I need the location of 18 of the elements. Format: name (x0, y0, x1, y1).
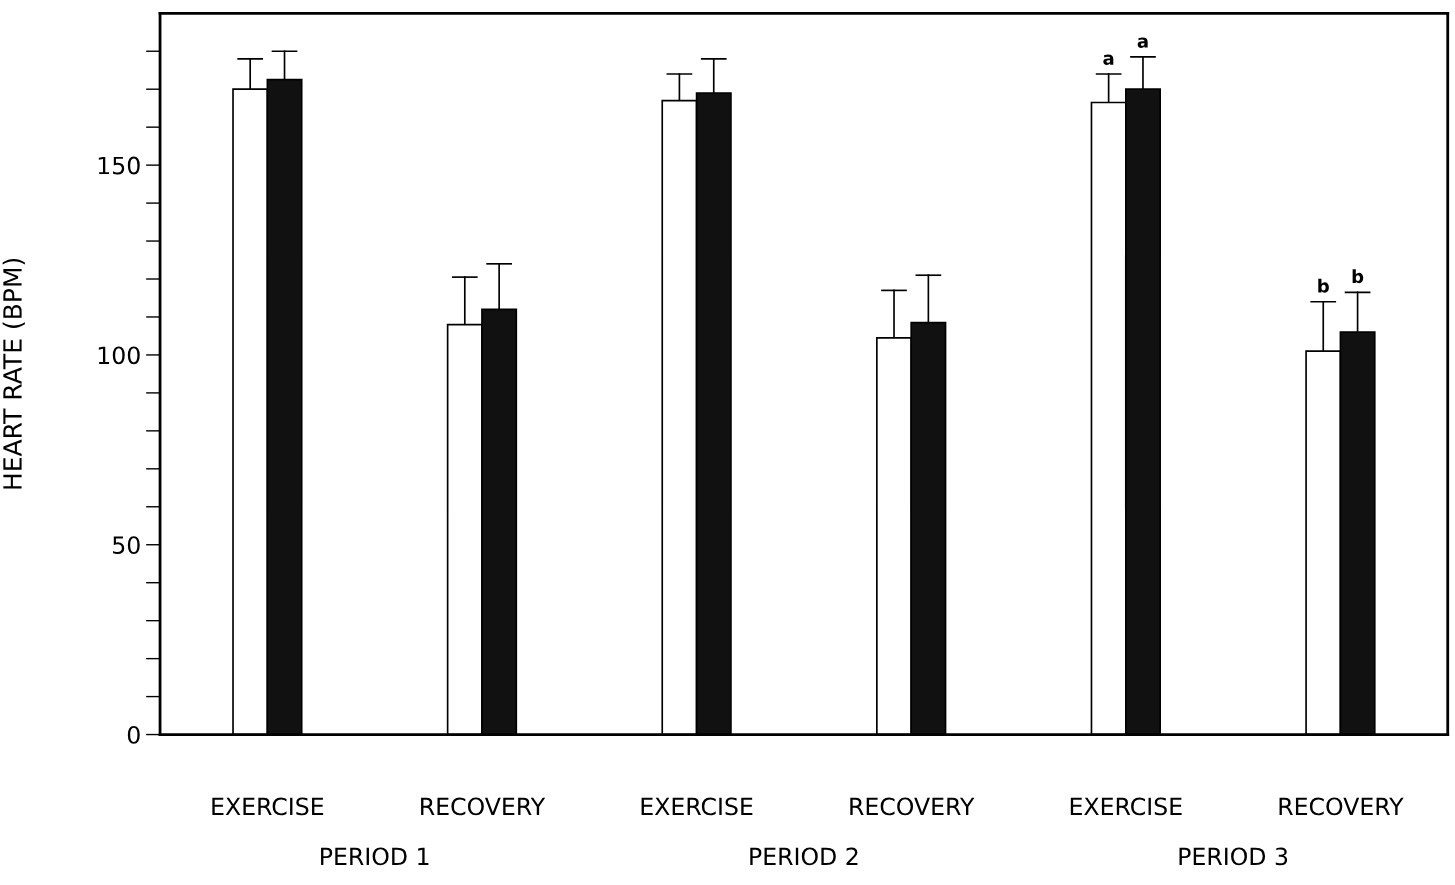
annotation: b (1318, 278, 1329, 293)
x-tick-label: RECOVERY (850, 797, 975, 816)
y-tick-label: 50 (113, 536, 140, 555)
annotation: a (1137, 37, 1148, 48)
text: PERIOD 3 (1179, 847, 1288, 866)
x-tick-label: EXERCISE (1070, 797, 1182, 816)
x-tick-label: RECOVERY (421, 797, 546, 816)
y-tick-label: 100 (98, 346, 140, 365)
y-axis-title: HEART RATE (BPM) (2, 258, 25, 489)
y-tick-label: 0 (127, 726, 140, 744)
x-tick-label: RECOVERY (1279, 797, 1404, 816)
annotation: a (1103, 54, 1114, 65)
text: PERIOD 2 (750, 847, 858, 866)
annotation: b (1352, 269, 1364, 284)
x-tick-label: EXERCISE (641, 797, 753, 816)
y-tick-label: 150 (98, 156, 140, 175)
text: PERIOD 1 (321, 847, 429, 866)
x-tick-label: EXERCISE (212, 797, 324, 816)
